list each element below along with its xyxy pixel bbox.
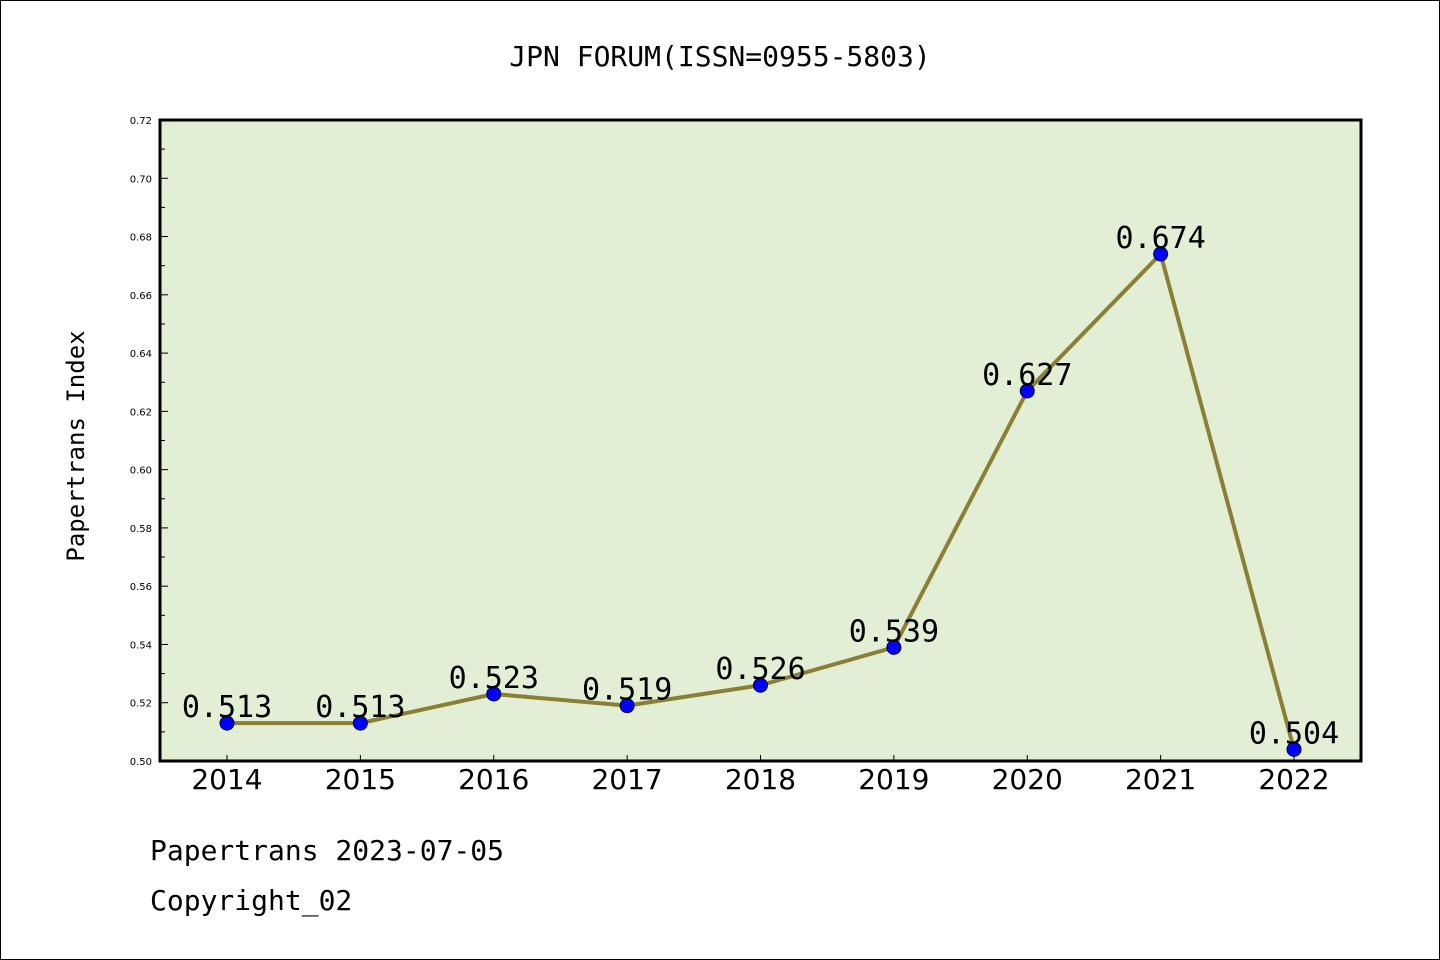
data-point xyxy=(1286,741,1302,757)
x-tick-label: 2019 xyxy=(858,763,929,796)
data-label: 0.504 xyxy=(1249,716,1339,751)
y-tick-label: 0.50 xyxy=(130,757,152,768)
y-tick-label: 0.58 xyxy=(130,524,152,535)
data-label: 0.674 xyxy=(1115,221,1205,256)
copyright-text: Copyright_02 xyxy=(150,884,353,917)
x-tick-label: 2017 xyxy=(591,763,662,796)
y-tick-label: 0.72 xyxy=(130,116,152,127)
x-tick-label: 2014 xyxy=(191,763,262,796)
data-point xyxy=(1019,383,1035,399)
data-label: 0.513 xyxy=(182,690,272,725)
x-tick-label: 2022 xyxy=(1258,763,1329,796)
data-point xyxy=(753,677,768,693)
data-label: 0.519 xyxy=(582,673,672,708)
y-tick-label: 0.52 xyxy=(130,699,152,710)
data-point xyxy=(486,686,502,702)
x-axis: 2014 2015 2016 2017 2018 2019 2020 2021 2022 xyxy=(191,755,1330,796)
data-point xyxy=(619,698,635,714)
y-tick-label: 0.60 xyxy=(130,466,152,477)
plot-area xyxy=(160,120,1361,761)
y-tick-label: 0.70 xyxy=(130,174,152,185)
x-tick-label: 2018 xyxy=(725,763,796,796)
data-point xyxy=(1153,246,1169,262)
data-point xyxy=(886,639,902,655)
data-label: 0.526 xyxy=(715,652,805,687)
data-label: 0.523 xyxy=(449,661,539,696)
chart-title: JPN FORUM(ISSN=0955-5803) xyxy=(509,40,930,73)
y-tick-label: 0.66 xyxy=(130,291,152,302)
y-tick-label: 0.56 xyxy=(130,582,152,593)
y-tick-label: 0.64 xyxy=(130,349,152,360)
data-label: 0.513 xyxy=(315,690,405,725)
data-point xyxy=(352,715,368,731)
data-label: 0.539 xyxy=(849,614,939,649)
y-axis-label: Papertrans Index xyxy=(62,330,90,561)
y-tick-label: 0.68 xyxy=(130,233,152,244)
data-label: 0.627 xyxy=(982,358,1072,393)
data-point xyxy=(219,715,235,731)
x-tick-label: 2016 xyxy=(458,763,529,796)
plot-border xyxy=(158,118,1363,763)
x-tick-label: 2021 xyxy=(1125,763,1196,796)
y-tick-label: 0.62 xyxy=(130,407,152,418)
x-tick-label: 2020 xyxy=(992,763,1063,796)
source-date-text: Papertrans 2023-07-05 xyxy=(150,834,505,867)
y-tick-label: 0.54 xyxy=(130,640,152,651)
series-group: 0.513 0.513 0.523 0.519 0.526 0.539 0.627 0.674… xyxy=(182,221,1339,757)
x-tick-label: 2015 xyxy=(325,763,396,796)
